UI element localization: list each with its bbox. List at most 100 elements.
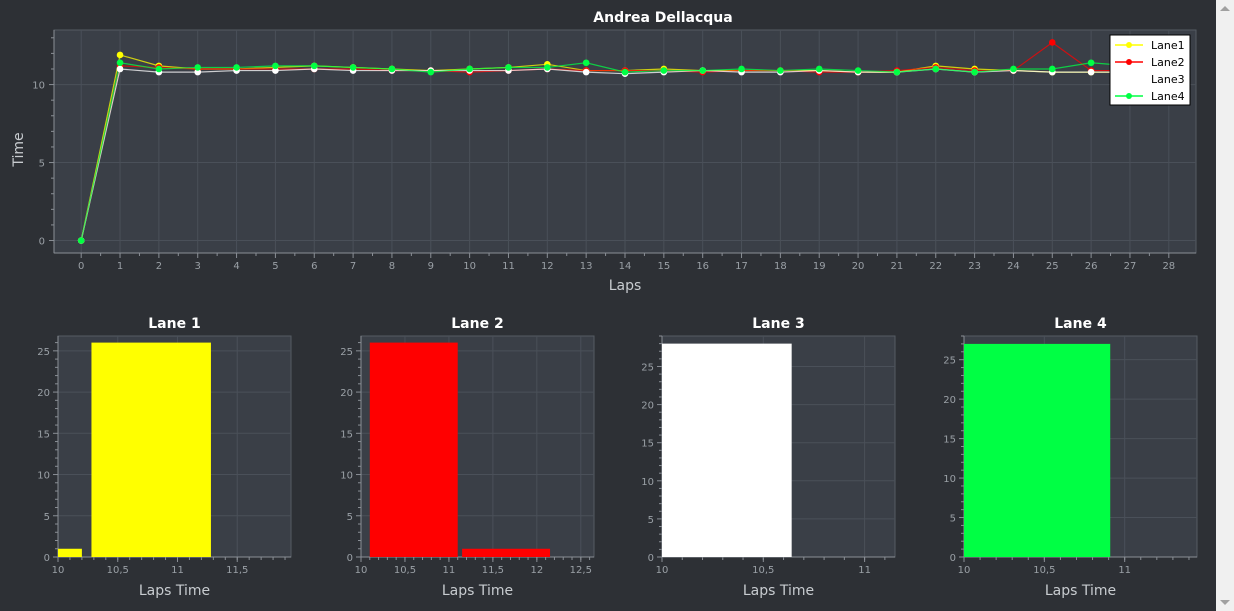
data-point-lane4 — [699, 67, 706, 74]
data-point-lane4 — [155, 65, 163, 73]
x-tick-label: 10,5 — [107, 565, 129, 576]
vertical-scrollbar[interactable] — [1216, 0, 1234, 611]
x-tick-label: 12 — [541, 261, 554, 272]
data-point-lane4 — [466, 65, 473, 73]
x-tick-label: 23 — [968, 261, 981, 272]
y-tick-label: 5 — [44, 512, 50, 523]
scroll-up-arrow-icon[interactable] — [1220, 6, 1230, 11]
x-tick-label: 10,5 — [1033, 565, 1055, 576]
y-tick-label: 10 — [641, 477, 654, 488]
y-tick-label: 15 — [37, 429, 50, 440]
data-point-lane4 — [1010, 65, 1017, 73]
x-tick-label: 10 — [355, 565, 368, 576]
histogram-title: Lane 3 — [752, 316, 804, 332]
lane-4-histogram: 10 10,5 11 0 5 10 15 20 25 Lane 4 Laps Time — [943, 316, 1198, 599]
y-tick-label: 10 — [37, 471, 50, 482]
histogram-bar — [462, 548, 551, 557]
data-point-lane4 — [854, 67, 862, 74]
histogram-bar — [91, 342, 211, 557]
y-tick-label: 25 — [641, 362, 654, 373]
data-point-lane4 — [815, 65, 823, 73]
x-tick-label: 3 — [195, 261, 201, 272]
x-tick-label: 11,5 — [482, 565, 504, 576]
x-tick-label: 11 — [858, 565, 871, 576]
histogram-title: Lane 1 — [148, 316, 200, 332]
lane-1-histogram: 10 10,5 11 11,5 0 5 10 15 20 25 Lane 1 Laps Time — [37, 316, 292, 599]
legend-label-lane1: Lane1 — [1151, 39, 1185, 52]
x-tick-label: 11,5 — [226, 565, 248, 576]
y-tick-label: 25 — [943, 356, 956, 367]
histogram-title: Lane 2 — [451, 316, 503, 332]
data-point-lane1 — [116, 51, 124, 59]
data-point-lane3 — [272, 67, 279, 74]
x-tick-label: 10 — [656, 565, 669, 576]
x-tick-label: 27 — [1124, 261, 1137, 272]
x-tick-label: 11 — [443, 565, 456, 576]
y-tick-label: 5 — [347, 512, 353, 523]
x-tick-label: 19 — [813, 261, 826, 272]
y-tick-label: 15 — [641, 439, 654, 450]
y-tick-label: 5 — [950, 514, 956, 525]
histogram-bar — [369, 342, 458, 557]
y-tick-label: 5 — [648, 515, 654, 526]
x-tick-label: 12,5 — [570, 565, 592, 576]
x-tick-label: 25 — [1046, 261, 1059, 272]
x-tick-label: 21 — [891, 261, 904, 272]
data-point-lane4 — [388, 65, 396, 73]
legend-marker-lane1 — [1126, 42, 1132, 48]
x-tick-label: 7 — [350, 261, 356, 272]
data-point-lane4 — [427, 68, 435, 76]
histogram-bar — [964, 343, 1111, 557]
x-tick-label: 11 — [1118, 565, 1131, 576]
data-point-lane4 — [1087, 59, 1095, 67]
x-tick-label: 13 — [580, 261, 593, 272]
chart-title: Andrea Dellacqua — [593, 10, 732, 26]
data-point-lane4 — [77, 237, 85, 244]
y-tick-label: 15 — [340, 429, 353, 440]
data-point-lane4 — [932, 65, 940, 73]
data-point-lane4 — [194, 64, 202, 71]
histogram-bar — [662, 343, 792, 557]
x-tick-label: 12 — [530, 565, 543, 576]
data-point-lane4 — [660, 67, 668, 74]
data-point-lane4 — [233, 64, 240, 71]
legend-box — [1109, 34, 1191, 106]
data-point-lane3 — [194, 68, 202, 76]
legend-label-lane3: Lane3 — [1151, 73, 1185, 86]
x-tick-label: 20 — [852, 261, 865, 272]
y-tick-label: 0 — [347, 553, 353, 564]
data-point-lane4 — [777, 67, 784, 74]
data-point-lane4 — [505, 64, 512, 71]
y-tick-label: 10 — [32, 81, 45, 92]
x-axis-title: Laps Time — [442, 583, 513, 599]
x-axis-title: Laps Time — [139, 583, 210, 599]
histogram-bar — [58, 548, 82, 557]
y-tick-label: 15 — [943, 435, 956, 446]
x-tick-label: 10,5 — [752, 565, 774, 576]
legend-label-lane2: Lane2 — [1151, 56, 1185, 69]
data-point-lane4 — [349, 64, 357, 71]
x-tick-label: 15 — [657, 261, 670, 272]
data-point-lane4 — [893, 68, 901, 76]
y-tick-label: 20 — [37, 388, 50, 399]
x-tick-label: 24 — [1007, 261, 1020, 272]
data-point-lane4 — [116, 59, 124, 67]
y-tick-label: 20 — [943, 395, 956, 406]
lane-3-histogram: 10 10,5 11 0 5 10 15 20 25 Lane 3 Laps Time — [641, 316, 896, 599]
legend-marker-lane4 — [1126, 93, 1132, 99]
data-point-lane3 — [1087, 68, 1095, 76]
y-tick-label: 0 — [44, 553, 50, 564]
data-point-lane4 — [272, 62, 279, 70]
x-tick-label: 10 — [463, 261, 476, 272]
x-tick-label: 22 — [929, 261, 942, 272]
x-tick-label: 10 — [52, 565, 65, 576]
data-point-lane4 — [971, 68, 978, 76]
x-tick-label: 9 — [428, 261, 434, 272]
y-tick-label: 0 — [950, 553, 956, 564]
x-tick-label: 16 — [696, 261, 709, 272]
x-tick-label: 18 — [774, 261, 787, 272]
laps-time-line-chart: 0 1 2 3 4 5 6 7 8 9 10 11 12 13 14 15 16 17 18 19 20 21 22 23 24… — [11, 10, 1197, 294]
x-tick-label: 8 — [389, 261, 395, 272]
scroll-down-arrow-icon[interactable] — [1220, 600, 1230, 605]
data-point-lane4 — [738, 65, 745, 73]
